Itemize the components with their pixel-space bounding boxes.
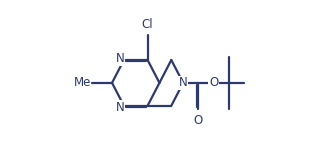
Text: Me: Me (73, 76, 91, 89)
Text: N: N (116, 52, 125, 65)
Text: N: N (116, 101, 125, 114)
Text: Cl: Cl (142, 18, 154, 31)
Text: N: N (179, 76, 187, 89)
Text: O: O (209, 76, 218, 89)
Text: O: O (194, 114, 203, 127)
